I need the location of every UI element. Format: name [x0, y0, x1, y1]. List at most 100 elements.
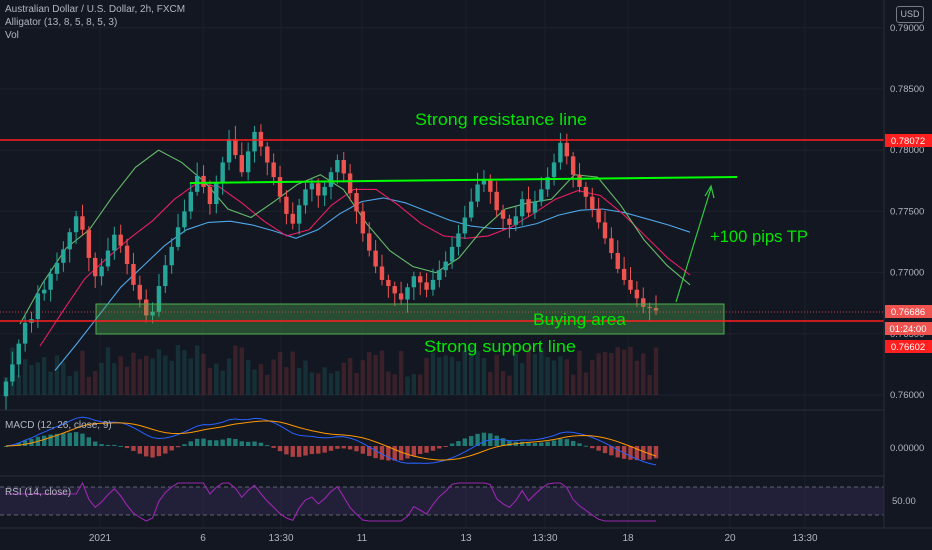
macd-legend: MACD (12, 26, close, 9)	[5, 420, 112, 431]
macd-histogram-bar	[507, 440, 512, 446]
candle-body	[392, 286, 397, 294]
volume-bar	[392, 374, 397, 395]
buying-area-zone[interactable]	[95, 303, 725, 335]
volume-bar	[169, 360, 174, 395]
candle-body	[175, 227, 181, 247]
target-arrow-shaft[interactable]	[675, 187, 712, 303]
macd-histogram-bar	[67, 432, 72, 446]
price-tick-label: 0.77500	[890, 206, 924, 217]
candle-body	[182, 211, 187, 228]
candle-body	[641, 298, 646, 307]
candle-body	[519, 199, 525, 217]
volume-bar	[124, 366, 130, 395]
macd-histogram-bar	[252, 441, 257, 446]
volume-bar	[188, 358, 194, 395]
rsi-legend: RSI (14, close)	[5, 487, 72, 498]
candle-body	[526, 199, 531, 213]
volume-bar	[641, 353, 646, 395]
resistance-label: Strong resistance line	[415, 110, 587, 129]
macd-histogram-bar	[398, 446, 404, 461]
candle-body	[341, 159, 346, 174]
candle-body	[143, 299, 149, 316]
volume-bar	[602, 352, 608, 395]
candle-body	[583, 186, 589, 197]
macd-histogram-bar	[42, 435, 47, 446]
volume-bar	[519, 363, 525, 395]
alligator-series-line	[39, 182, 691, 347]
volume-bar	[277, 351, 283, 395]
macd-histogram-bar	[405, 446, 410, 459]
macd-histogram-bar	[341, 446, 346, 449]
macd-histogram-bar	[214, 440, 219, 446]
volume-bar	[80, 350, 85, 395]
candle-body	[405, 287, 410, 300]
candle-body	[494, 191, 499, 211]
macd-histogram-bar	[621, 446, 627, 459]
alligator-lines	[19, 149, 691, 371]
macd-histogram-bar	[379, 446, 385, 460]
trend-line[interactable]	[189, 176, 738, 184]
candle-body	[475, 184, 480, 202]
macd-histogram-bar	[245, 441, 251, 446]
volume-bar	[16, 375, 21, 395]
macd-histogram-bar	[303, 446, 308, 456]
volume-bar	[367, 352, 372, 395]
volume-bar	[360, 360, 366, 395]
candle-body	[386, 279, 391, 287]
volume-bar	[118, 356, 123, 395]
macd-histogram-bar	[373, 446, 378, 459]
macd-histogram-bar	[226, 438, 232, 446]
rsi-line	[6, 481, 656, 522]
candle-body	[564, 142, 569, 157]
candle-body	[137, 284, 143, 300]
candle-body	[481, 179, 487, 185]
volume-bar	[488, 372, 493, 395]
candle-body	[373, 250, 378, 267]
volume-bar	[73, 371, 79, 395]
time-tick-label: 6	[200, 533, 206, 544]
macd-histogram-bar	[207, 440, 213, 446]
price-tick-label: 0.79000	[890, 23, 924, 34]
macd-histogram-bar	[61, 433, 66, 446]
candle-body	[577, 174, 582, 187]
macd-histogram-bar	[277, 446, 283, 452]
candle-body	[551, 162, 557, 178]
macd-histogram-bar	[265, 445, 270, 447]
candle-body	[628, 279, 633, 290]
candle-body	[558, 142, 563, 163]
macd-histogram-bar	[558, 438, 563, 446]
volume-bar	[194, 345, 200, 395]
macd-histogram-bar	[296, 446, 302, 457]
volume-bar	[245, 360, 251, 395]
volume-bar	[418, 374, 423, 395]
candle-body	[233, 139, 238, 156]
volume-bar	[411, 374, 417, 395]
buy-zone-label: Buying area	[533, 310, 627, 329]
candle-body	[335, 159, 340, 173]
candle-body	[634, 289, 640, 299]
svg-text:0.76686: 0.76686	[891, 307, 925, 318]
macd-histogram-bar	[494, 435, 499, 446]
candle-body	[615, 253, 620, 269]
volume-bar	[494, 354, 499, 395]
rsi-50-tick: 50.00	[892, 496, 916, 507]
volume-bar	[398, 351, 404, 395]
volume-bar	[583, 372, 589, 395]
volume-legend: Vol	[5, 30, 19, 41]
candle-body	[303, 189, 308, 206]
macd-histogram-bar	[386, 446, 391, 461]
macd-histogram-bar	[564, 439, 569, 446]
candle-body	[42, 289, 47, 294]
macd-histogram-bar	[462, 438, 468, 446]
candle-body	[360, 211, 366, 234]
volume-bar	[175, 345, 181, 395]
volume-bar	[220, 370, 225, 395]
candle-body	[54, 262, 60, 274]
currency-button[interactable]: USD	[896, 6, 924, 23]
macd-histogram-bar	[335, 446, 340, 449]
candle-body	[316, 183, 321, 196]
candle-body	[271, 162, 276, 178]
volume-bar	[468, 345, 474, 395]
volume-bar	[252, 369, 257, 395]
